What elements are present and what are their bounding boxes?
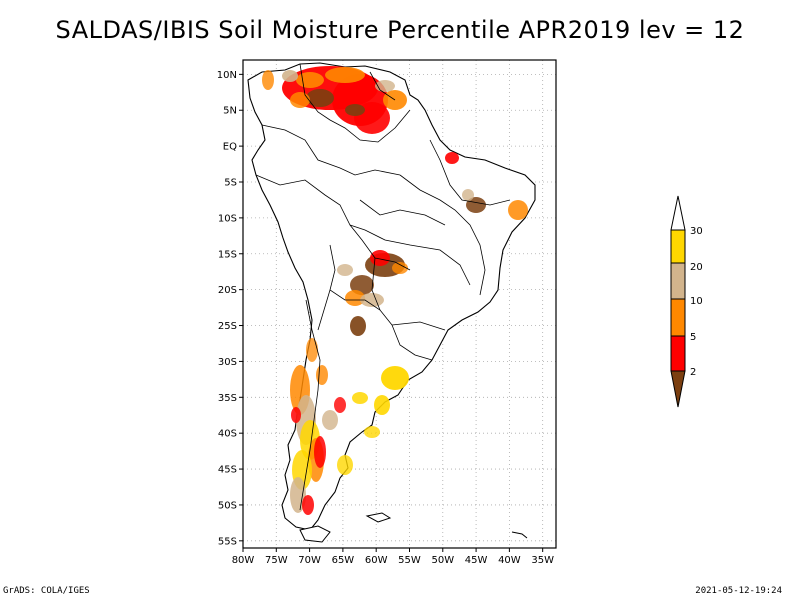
border-line (255, 174, 411, 271)
percentile-patch (316, 365, 328, 385)
lat-tick-label: 55S (218, 536, 237, 547)
south-georgia (511, 531, 528, 539)
legend-swatch (670, 335, 686, 372)
legend-swatch (670, 229, 686, 264)
south-america-outline (247, 62, 536, 531)
lat-tick-label: 20S (218, 285, 237, 296)
lon-tick-label: 80W (232, 555, 255, 566)
border-line (317, 289, 331, 331)
percentile-patch (345, 104, 365, 116)
percentile-patch (306, 89, 334, 107)
percentile-patch (375, 80, 395, 92)
lon-tick-label: 60W (365, 555, 388, 566)
percentile-patch (314, 436, 326, 468)
legend-colorbar: 30 20 10 5 2 (670, 195, 703, 408)
lat-tick-label: 5N (223, 106, 237, 117)
continent-layer (247, 62, 536, 543)
percentile-patch (352, 392, 368, 404)
lon-tick-label: 35W (531, 555, 554, 566)
percentile-patch (345, 290, 365, 306)
percentile-patch (370, 250, 390, 266)
percentile-patch (291, 407, 301, 423)
percentile-patch (350, 316, 366, 336)
legend-swatch-lt2 (670, 370, 686, 408)
percentile-patch (322, 410, 338, 430)
percentile-patch (337, 264, 353, 276)
lon-tick-label: 55W (398, 555, 421, 566)
percentile-patch (381, 366, 409, 390)
percentile-patch (392, 262, 408, 274)
percentile-patch (374, 395, 390, 415)
legend-label: 30 (690, 226, 703, 237)
country-borders (255, 63, 511, 511)
lon-tick-label: 50W (431, 555, 454, 566)
lat-tick-label: 45S (218, 465, 237, 476)
lat-tick-label: 25S (218, 321, 237, 332)
border-line (391, 321, 446, 331)
percentile-patch (282, 70, 298, 82)
lon-tick-label: 75W (265, 555, 288, 566)
tierra-del-fuego (299, 525, 331, 543)
percentile-patch (364, 426, 380, 438)
border-line (391, 324, 433, 361)
lat-tick-label: 10S (218, 213, 237, 224)
percentile-patch (296, 72, 324, 88)
percentile-patch (306, 338, 318, 362)
legend-swatch-gt30 (670, 195, 686, 231)
percentile-patch (466, 197, 486, 213)
percentile-patch (290, 92, 310, 108)
legend-swatch (670, 262, 686, 300)
lat-tick-label: 30S (218, 357, 237, 368)
lat-tick-label: 5S (224, 178, 237, 189)
border-line (429, 139, 511, 206)
legend-swatch (670, 298, 686, 337)
map-title: SALDAS/IBIS Soil Moisture Percentile APR… (55, 16, 745, 44)
footer-timestamp: 2021-05-12-19:24 (695, 586, 782, 596)
border-line (261, 124, 401, 176)
legend-label: 5 (690, 332, 696, 343)
lat-tick-label: 40S (218, 429, 237, 440)
legend-label: 20 (690, 262, 703, 273)
map-frame (242, 59, 557, 549)
percentile-patch (325, 67, 365, 83)
lon-tick-label: 70W (298, 555, 321, 566)
legend-label: 10 (690, 296, 703, 307)
lat-tick-label: 35S (218, 393, 237, 404)
legend-label: 2 (690, 367, 696, 378)
percentile-patch (334, 397, 346, 413)
lat-tick-label: 15S (218, 249, 237, 260)
border-line (371, 257, 381, 311)
border-line (299, 299, 321, 511)
percentile-patch (302, 495, 314, 515)
percentile-patch (462, 189, 474, 201)
lon-tick-label: 45W (465, 555, 488, 566)
lon-tick-label: 65W (332, 555, 355, 566)
border-line (299, 63, 411, 143)
border-line (399, 174, 486, 296)
lon-tick-label: 40W (498, 555, 521, 566)
percentile-patch (350, 275, 374, 295)
border-line (369, 71, 396, 101)
percentile-patch (360, 293, 384, 307)
percentile-patch (290, 477, 306, 513)
percentile-patch (262, 70, 274, 90)
border-line (349, 224, 471, 286)
border-line (359, 199, 446, 226)
percentile-patch (337, 455, 353, 475)
footer-credit: GrADS: COLA/IGES (3, 586, 90, 596)
map-axes: 80W 75W 70W 65W 60W 55W 50W 45W 40W 35W 10N 5N EQ 5S 1… (217, 70, 554, 566)
lat-tick-label: 50S (218, 500, 237, 511)
falkland-islands (365, 512, 392, 523)
lat-tick-label: 10N (217, 70, 237, 81)
percentile-patches (262, 66, 528, 515)
percentile-patch (445, 152, 459, 164)
lat-tick-label: EQ (223, 142, 237, 153)
percentile-patch (508, 200, 528, 220)
